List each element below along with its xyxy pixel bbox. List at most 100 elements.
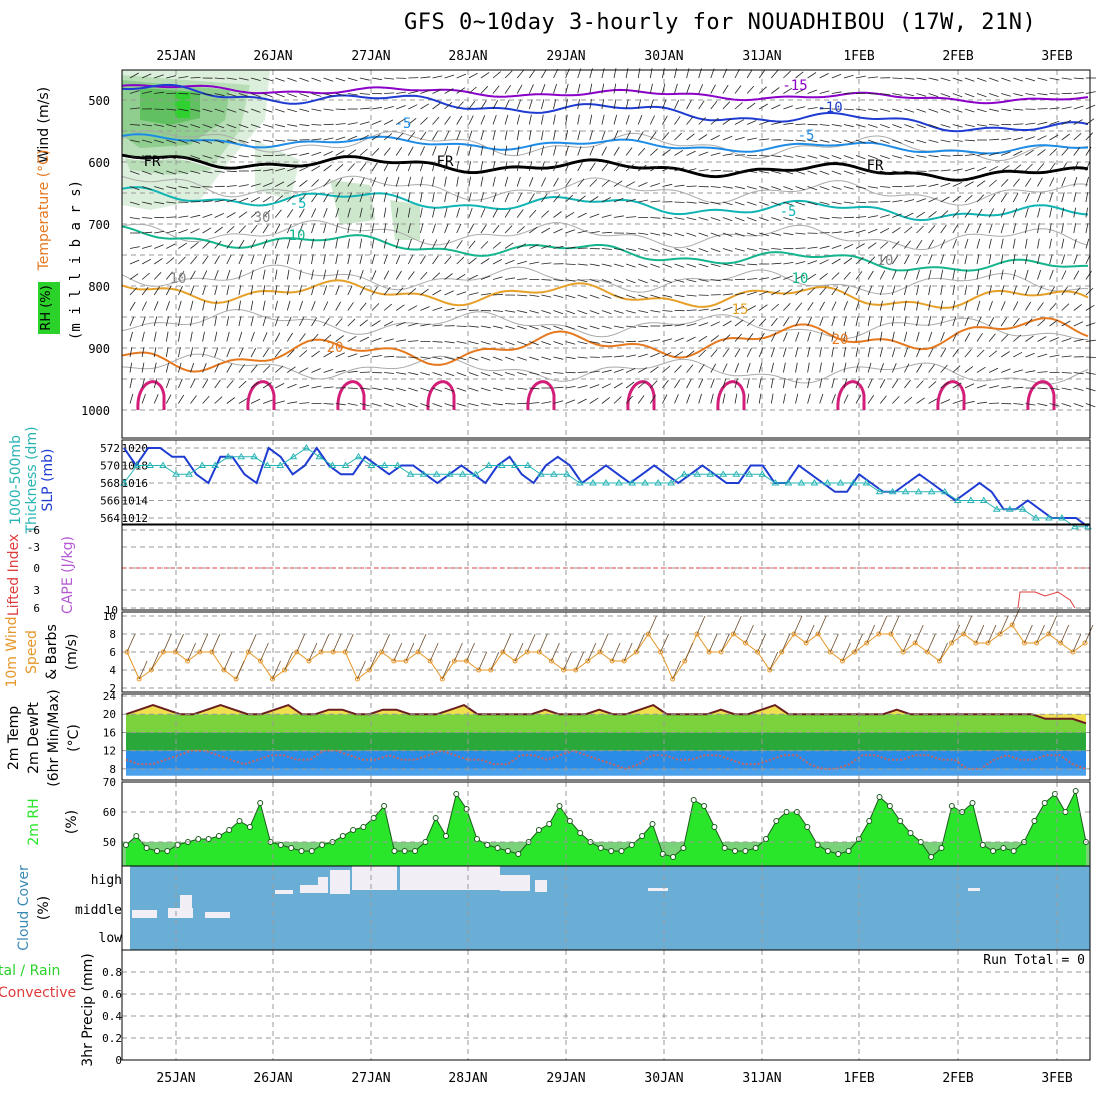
rh-surface-contour — [526, 380, 556, 411]
wind-barb — [988, 165, 999, 172]
wind-barb — [565, 399, 576, 404]
rh-marker — [814, 842, 821, 848]
wind-barb — [335, 285, 340, 296]
thickness-label-2: Thickness (dm) — [24, 426, 40, 534]
rh-surface-contour — [936, 380, 966, 411]
wind-barb — [359, 238, 363, 249]
wind-barb — [541, 130, 544, 141]
wind-barb — [698, 217, 709, 221]
wind-barb — [916, 184, 927, 187]
wind-barb — [1049, 148, 1058, 156]
wind-barb — [916, 124, 927, 129]
rh-marker — [133, 833, 140, 839]
wind-barb — [650, 217, 661, 219]
wind-barb — [517, 278, 528, 280]
wind-barb — [747, 137, 757, 141]
wind-barb — [129, 170, 140, 175]
wind-barb — [577, 83, 581, 94]
wind-barb — [795, 123, 806, 125]
wind-barb — [952, 108, 963, 113]
wind-barb — [976, 208, 983, 218]
wind-barb — [178, 242, 188, 249]
wind-barb — [468, 257, 477, 265]
wind-barb — [758, 362, 763, 373]
wind-barb — [1037, 336, 1047, 342]
rh-surface-contour — [1026, 380, 1056, 411]
wind-barb — [456, 207, 460, 218]
rh-marker — [339, 833, 346, 839]
wind-barb — [626, 325, 637, 328]
cloud-gap-middle — [132, 910, 157, 918]
wind-barb — [541, 372, 552, 375]
wind-barb — [371, 303, 380, 311]
wind-barb — [371, 106, 382, 110]
wind-barb — [916, 363, 923, 373]
wind-barb — [746, 333, 754, 342]
wind-barb — [395, 270, 402, 280]
wind-barb — [649, 394, 656, 404]
wind-speed-marker — [852, 649, 858, 655]
wind-barb — [710, 335, 719, 342]
wind-barb — [589, 213, 600, 218]
wind-barb — [892, 155, 903, 159]
wind-barb — [855, 243, 865, 249]
wind-barb — [940, 316, 944, 327]
wind-barb — [504, 145, 508, 156]
wind-barb — [1061, 106, 1072, 110]
wind-barb — [988, 152, 999, 156]
wind-barb — [916, 285, 919, 296]
wind-barb — [928, 331, 933, 342]
wind-barb — [988, 254, 992, 265]
contour-label: -5 — [290, 196, 307, 212]
wind-barb — [262, 239, 268, 249]
wind-barb — [553, 194, 561, 203]
cloud-gap-high — [352, 866, 397, 890]
wind-barb — [420, 387, 430, 392]
wind-barb — [141, 378, 145, 389]
wind-barb — [178, 285, 183, 296]
wind-barb — [599, 633, 609, 653]
wind-barb — [274, 224, 281, 234]
rh-marker — [246, 824, 253, 830]
rh-marker — [845, 848, 852, 854]
wind-speed-marker — [476, 667, 482, 673]
wind-barb — [577, 230, 588, 234]
wind-barb — [420, 306, 430, 311]
wind-barb — [504, 259, 515, 265]
wind-barb — [396, 403, 406, 408]
wind-barb — [480, 325, 491, 329]
wind-barb — [831, 331, 835, 342]
thickness-marker — [510, 461, 519, 468]
temp-label-3: (6hr Min/Max) — [46, 689, 62, 786]
wind-barb — [795, 274, 805, 280]
thickness-marker — [1019, 505, 1027, 512]
wind-speed-marker — [209, 649, 215, 655]
wind-barb — [250, 269, 254, 280]
wind-barb — [577, 99, 580, 110]
wind-barb — [480, 161, 483, 172]
wind-barb — [480, 403, 491, 406]
wind-barb — [408, 117, 417, 125]
wind-barb — [855, 155, 866, 160]
wind-barb — [989, 108, 999, 112]
wind-barb — [396, 105, 406, 110]
wind-barb — [819, 107, 830, 110]
wind-barb — [492, 241, 501, 249]
wind-barb — [381, 633, 391, 653]
wind-barb — [577, 145, 582, 156]
wind-barb — [831, 73, 842, 79]
wind-barb — [383, 119, 394, 125]
wind-barb — [1025, 318, 1033, 327]
wind-barb — [904, 139, 915, 144]
thickness-marker — [471, 470, 480, 477]
wind-barb — [638, 248, 648, 252]
wind-barb — [710, 201, 721, 205]
wind-barb — [211, 633, 221, 653]
wind-barb — [444, 130, 450, 141]
wind-barb — [843, 347, 847, 358]
wind-barb — [420, 89, 431, 94]
wind-barb — [638, 294, 648, 299]
wind-barb — [626, 216, 637, 218]
thickness-marker — [484, 461, 493, 468]
wind-barb — [1061, 77, 1072, 80]
